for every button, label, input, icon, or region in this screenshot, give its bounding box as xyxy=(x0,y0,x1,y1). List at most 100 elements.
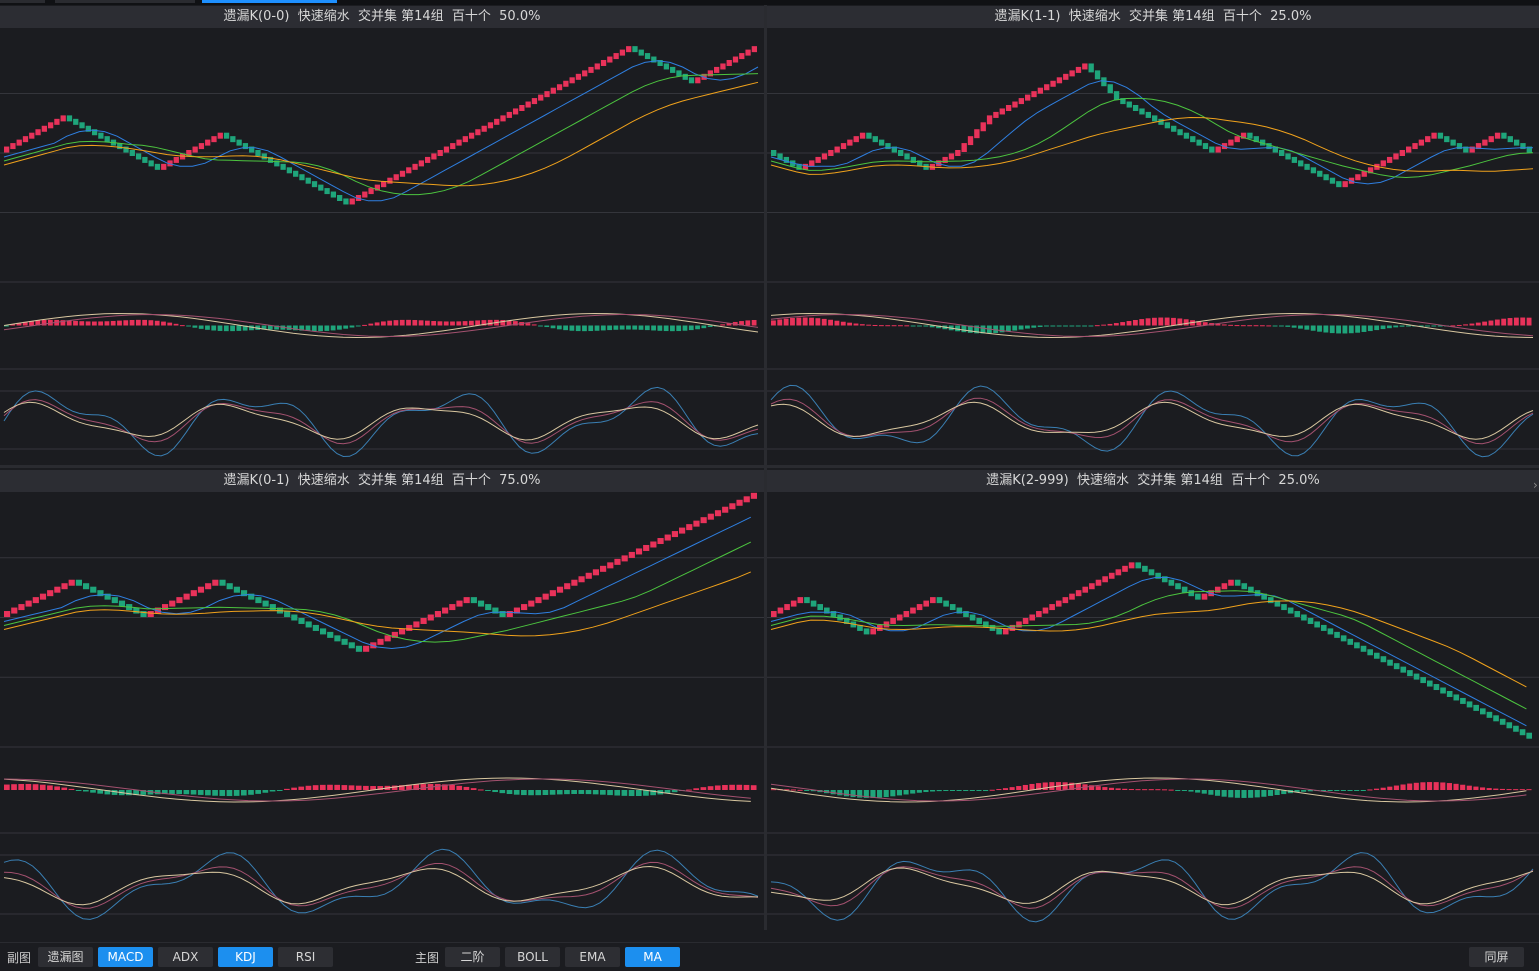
candle-brick xyxy=(804,597,810,604)
candle-brick xyxy=(1029,614,1036,621)
candle-brick xyxy=(1155,572,1161,579)
candle-brick xyxy=(853,136,859,143)
macd-bar xyxy=(363,785,369,790)
candle-brick xyxy=(291,614,298,621)
macd-bar xyxy=(506,790,513,795)
macd-bar xyxy=(1399,325,1405,327)
sub-btn-kdj[interactable]: KDJ xyxy=(218,947,273,967)
macd-bar xyxy=(355,325,361,327)
kdj-j-line xyxy=(770,384,1534,458)
sub-btn-rsi[interactable]: RSI xyxy=(278,947,333,967)
candle-brick xyxy=(904,153,910,160)
candle-brick xyxy=(1139,108,1145,115)
candle-brick xyxy=(47,590,54,597)
candle-brick xyxy=(1267,597,1274,604)
expand-arrow-icon[interactable]: › xyxy=(1533,478,1538,492)
candle-brick xyxy=(60,115,66,122)
candle-brick xyxy=(104,593,111,600)
candle-brick xyxy=(890,617,896,624)
top-tab-1[interactable] xyxy=(0,0,45,3)
candle-brick xyxy=(305,621,312,628)
candle-brick xyxy=(910,156,917,163)
macd-bar xyxy=(1082,325,1087,327)
top-tab-active[interactable] xyxy=(202,0,337,3)
macd-bar xyxy=(1181,790,1187,791)
macd-bar xyxy=(1095,786,1101,790)
kdj-j-line xyxy=(3,848,759,920)
candle-brick xyxy=(1440,687,1446,694)
candle-brick xyxy=(714,510,722,517)
candle-brick xyxy=(837,614,843,621)
macd-bar xyxy=(299,325,305,331)
main-btn-second-order[interactable]: 二阶 xyxy=(445,947,500,967)
macd-bar xyxy=(1301,790,1307,792)
macd-bar xyxy=(1196,321,1202,326)
candle-brick xyxy=(1317,170,1323,177)
macd-dea-line xyxy=(3,313,759,338)
main-btn-boll[interactable]: BOLL xyxy=(505,947,560,967)
candle-brick xyxy=(930,597,936,604)
chart-canvas[interactable] xyxy=(0,6,764,465)
macd-bar xyxy=(896,790,903,796)
main-btn-ma[interactable]: MA xyxy=(625,947,680,967)
candle-brick xyxy=(1482,139,1488,146)
candle-brick xyxy=(456,139,462,146)
macd-bar xyxy=(1294,790,1300,793)
macd-bar xyxy=(847,322,853,326)
macd-bar xyxy=(891,325,897,327)
same-screen-button[interactable]: 同屏 xyxy=(1469,947,1524,967)
macd-bar xyxy=(1221,324,1227,326)
sub-btn-macd[interactable]: MACD xyxy=(98,947,153,967)
macd-bar xyxy=(255,790,262,794)
candle-brick xyxy=(1181,586,1188,593)
ma-line-mid xyxy=(3,541,752,643)
chart-canvas[interactable] xyxy=(767,470,1539,930)
candle-brick xyxy=(600,59,607,66)
candle-brick xyxy=(1168,579,1175,586)
candle-brick xyxy=(1469,146,1475,153)
candle-brick xyxy=(337,195,343,202)
macd-bar xyxy=(1240,325,1246,327)
candle-brick xyxy=(885,143,891,150)
sub-btn-adx[interactable]: ADX xyxy=(158,947,213,967)
macd-bar xyxy=(298,786,305,790)
candle-brick xyxy=(183,593,190,600)
candle-brick xyxy=(267,156,274,163)
candle-brick xyxy=(1089,583,1095,590)
main-btn-ema[interactable]: EMA xyxy=(565,947,620,967)
candle-brick xyxy=(1164,122,1171,129)
top-tab-2[interactable] xyxy=(55,0,195,3)
candle-brick xyxy=(916,604,923,611)
candle-brick xyxy=(828,150,834,156)
macd-bar xyxy=(910,325,916,327)
candle-brick xyxy=(809,160,815,167)
chart-canvas[interactable] xyxy=(767,6,1539,465)
macd-bar xyxy=(607,325,612,331)
candle-brick xyxy=(1266,143,1272,150)
candle-brick xyxy=(722,506,729,513)
macd-bar xyxy=(205,790,211,796)
macd-bar xyxy=(651,325,656,331)
candle-brick xyxy=(506,111,512,118)
macd-bar xyxy=(857,790,863,798)
candle-brick xyxy=(230,136,236,143)
macd-bar xyxy=(585,790,592,795)
candle-brick xyxy=(1075,66,1082,73)
macd-bar xyxy=(183,790,190,795)
sub-btn-omission[interactable]: 遗漏图 xyxy=(38,947,93,967)
macd-bar xyxy=(974,325,980,334)
candle-brick xyxy=(1320,624,1327,631)
candle-brick xyxy=(830,611,837,618)
chart-canvas[interactable] xyxy=(0,470,764,930)
candle-brick xyxy=(75,579,82,586)
macd-bar xyxy=(1214,790,1221,796)
macd-bar xyxy=(1501,318,1507,326)
candle-brick xyxy=(324,188,330,195)
macd-bar xyxy=(830,790,836,795)
candle-brick xyxy=(582,70,588,77)
candle-brick xyxy=(427,614,434,621)
macd-bar xyxy=(1360,790,1366,791)
candle-brick xyxy=(657,538,664,545)
macd-bar xyxy=(1342,325,1348,334)
horizontal-divider[interactable] xyxy=(0,465,1539,468)
